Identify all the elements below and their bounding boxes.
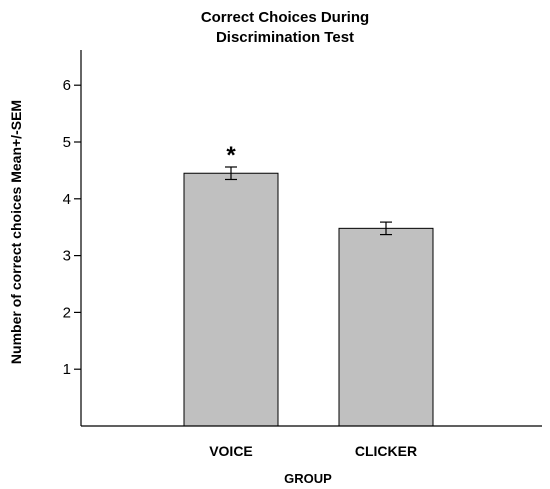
chart-title-line-1: Correct Choices During [201,9,369,26]
y-tick-label: 3 [63,248,71,265]
y-tick-label: 4 [63,191,71,208]
y-tick-label: 2 [63,304,71,321]
y-tick-label: 6 [63,77,71,94]
y-axis-label: Number of correct choices Mean+/-SEM [8,100,24,364]
bars-group: * [183,142,434,427]
significance-marker: * [226,142,236,169]
category-label-clicker: CLICKER [355,443,417,459]
bar-clicker [338,227,434,427]
chart-title-line-2: Discrimination Test [216,29,354,46]
x-axis-label: GROUP [284,471,332,486]
y-ticks-group: 1 2 3 4 5 6 [63,77,81,378]
y-tick-label: 1 [63,361,71,378]
bar-voice [183,172,279,427]
category-labels-group: VOICE CLICKER [209,443,417,459]
category-label-voice: VOICE [209,443,253,459]
y-tick-label: 5 [63,134,71,151]
